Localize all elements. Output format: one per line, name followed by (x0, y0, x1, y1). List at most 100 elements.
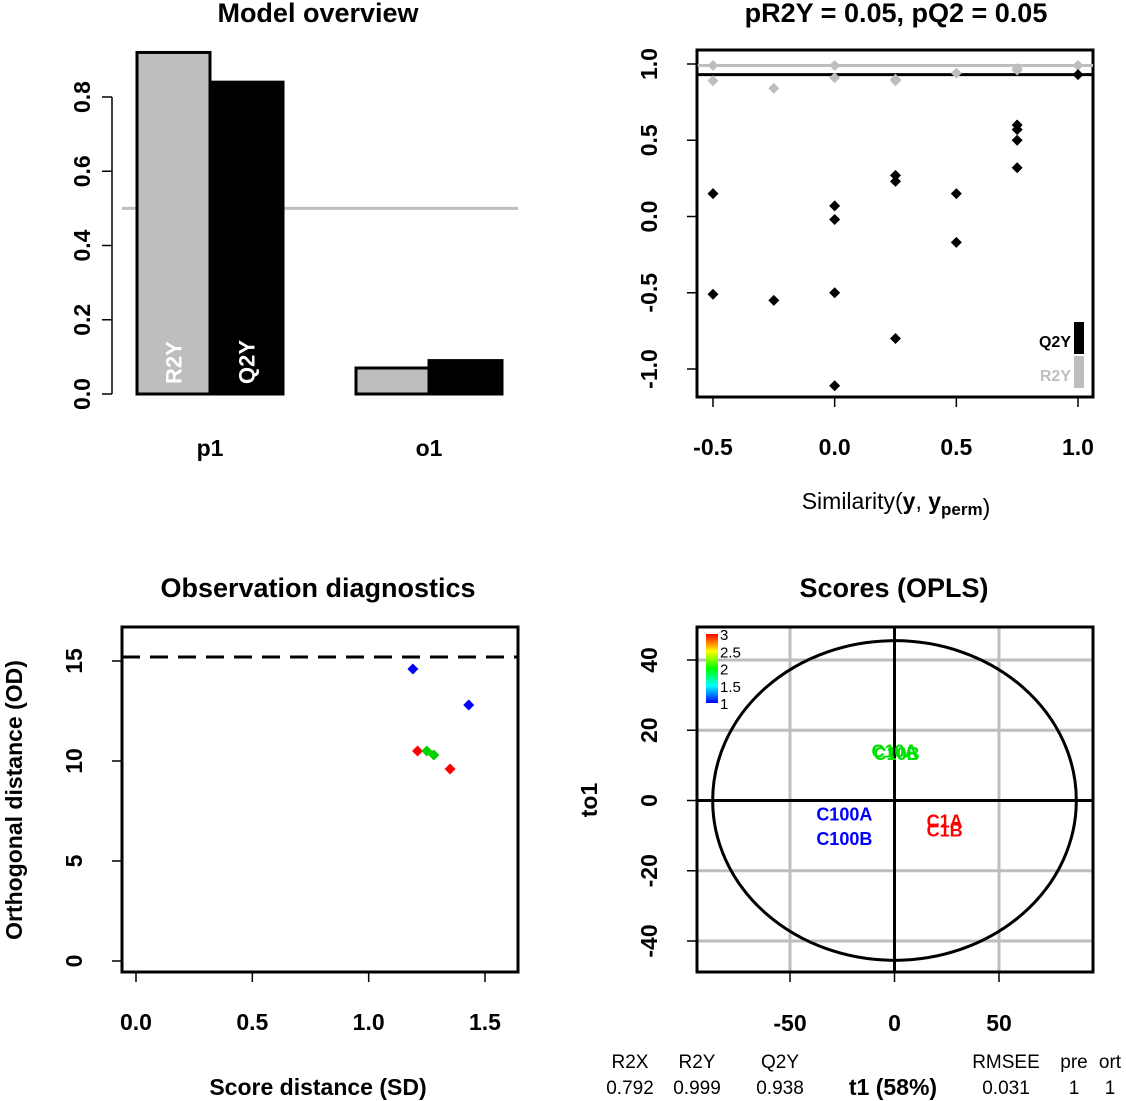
observation-label: C100A (816, 805, 872, 825)
y-tick-label: 20 (636, 717, 662, 743)
x-tick-label: 0 (888, 1010, 901, 1036)
model-overview-title: Model overview (217, 0, 419, 28)
summary-value-Q2Y: 0.938 (756, 1078, 804, 1099)
y-tick-label: -0.5 (636, 273, 662, 313)
x-tick-label: -50 (773, 1010, 806, 1036)
bar-o1-R2Y (354, 366, 431, 396)
colorbar-label: 1.5 (720, 679, 741, 696)
y-tick-label: 1.0 (636, 48, 662, 80)
diagnostics-panel: Observation diagnostics 0.0 0.5 1.0 1.5 0 5 10 1… (1, 573, 520, 1100)
legend-swatch-Q2Y (1074, 322, 1084, 354)
summary-header-R2X: R2X (612, 1052, 649, 1073)
bar-o1-Q2Y (427, 359, 504, 396)
summary-header-Q2Y: Q2Y (761, 1052, 799, 1073)
colorbar-label: 2.5 (720, 644, 741, 661)
x-tick-label: -0.5 (693, 434, 733, 460)
point-R2Y (768, 82, 780, 94)
x-axis-label-part: y (928, 488, 941, 514)
scores-title: Scores (OPLS) (799, 573, 988, 603)
bar-p1-R2Y (135, 50, 212, 396)
y-tick-label: 0.8 (69, 81, 95, 113)
point-Q2Y (890, 169, 901, 181)
point-Q2Y (890, 175, 901, 187)
colorbar-label: 1 (720, 696, 728, 713)
point-Q2Y (829, 200, 841, 212)
summary-header-ort: ort (1099, 1052, 1122, 1073)
summary-value-R2X: 0.792 (606, 1078, 654, 1099)
observation-label: C1A (927, 812, 963, 832)
point-Q2Y (829, 287, 841, 299)
observation-label: C1B (927, 820, 963, 840)
plot-frame (120, 625, 520, 974)
point-R2Y (1011, 64, 1023, 76)
x-tick-label: 0.0 (819, 434, 851, 460)
x-axis-label-part: y (903, 488, 916, 514)
y-tick-label: 0.5 (636, 124, 662, 156)
permutation-panel: pR2Y = 0.05, pQ2 = 0.05 -0.5 0.0 0.5 1.0 -1.0… (636, 0, 1095, 520)
x-axis-label: t1 (58%) (849, 1074, 937, 1100)
summary-value-ort: 1 (1105, 1078, 1116, 1099)
point-Q2Y (1011, 162, 1023, 174)
y-tick-label: -40 (636, 924, 662, 957)
permutation-title: pR2Y = 0.05, pQ2 = 0.05 (745, 0, 1048, 28)
x-axis-label-part: Similarity( (802, 488, 903, 514)
observation-point (412, 745, 424, 757)
x-tick-label: 1.0 (353, 1009, 385, 1035)
point-Q2Y (950, 236, 962, 248)
y-tick-label: -1.0 (636, 349, 662, 389)
observation-point (463, 699, 475, 711)
summary-value-R2Y: 0.999 (673, 1078, 721, 1099)
observation-point (428, 749, 440, 761)
x-tick-label: 50 (986, 1010, 1012, 1036)
bar-label-Q2Y: Q2Y (235, 340, 260, 384)
y-axis-label: Orthogonal distance (OD) (1, 660, 27, 940)
legend-label-Q2Y: Q2Y (1039, 334, 1071, 351)
point-Q2Y (1011, 124, 1023, 136)
point-R2Y (829, 72, 841, 84)
summary-header-pre: pre (1060, 1052, 1087, 1073)
y-tick-label: 0 (636, 794, 662, 807)
plot-frame (695, 48, 1095, 399)
point-Q2Y (1011, 134, 1023, 146)
y-tick-label: 15 (61, 648, 87, 674)
y-tick-label: 0.0 (636, 201, 662, 233)
y-tick-label: 40 (636, 647, 662, 673)
y-tick-label: 5 (61, 854, 87, 867)
point-Q2Y (829, 380, 841, 392)
point-Q2Y (890, 333, 901, 344)
point-R2Y (707, 60, 719, 72)
point-R2Y (950, 67, 962, 79)
summary-metrics: R2X 0.792 R2Y 0.999 Q2Y 0.938 RMSEE 0.031 pre 1 or… (606, 1052, 1122, 1099)
summary-header-R2Y: R2Y (679, 1052, 716, 1073)
x-category-label: o1 (416, 435, 443, 461)
legend-label-R2Y: R2Y (1040, 368, 1071, 385)
summary-value-pre: 1 (1069, 1078, 1080, 1099)
x-tick-label: 0.5 (236, 1009, 268, 1035)
y-tick-label: 0.6 (69, 155, 95, 187)
x-tick-label: 0.0 (120, 1009, 152, 1035)
point-Q2Y (768, 294, 780, 306)
observation-label: C100B (816, 829, 872, 849)
summary-header-RMSEE: RMSEE (972, 1052, 1040, 1073)
point-Q2Y (829, 214, 841, 226)
x-axis-label-part: , (915, 488, 928, 514)
observation-label: C10A (871, 741, 917, 761)
colorbar-label: 3 (720, 627, 728, 644)
x-tick-label: 0.5 (940, 434, 972, 460)
observation-point (407, 663, 419, 675)
point-Q2Y (1072, 69, 1084, 81)
x-axis-label-part: perm (941, 500, 983, 519)
x-axis-label: Similarity(y, yperm) (802, 488, 991, 520)
confidence-ellipse (711, 639, 1078, 962)
x-axis-label-part: ) (983, 494, 991, 520)
point-R2Y (829, 60, 841, 72)
diagnostics-title: Observation diagnostics (160, 573, 475, 603)
point-R2Y (707, 75, 719, 87)
model-overview-panel: Model overview 0.0 0.2 0.4 0.6 0.8 R2Y Q2Y p1 o1 (69, 0, 518, 461)
y-tick-label: -20 (636, 854, 662, 887)
point-R2Y (1072, 60, 1084, 72)
point-Q2Y (950, 188, 962, 200)
x-tick-label: 1.0 (1062, 434, 1094, 460)
